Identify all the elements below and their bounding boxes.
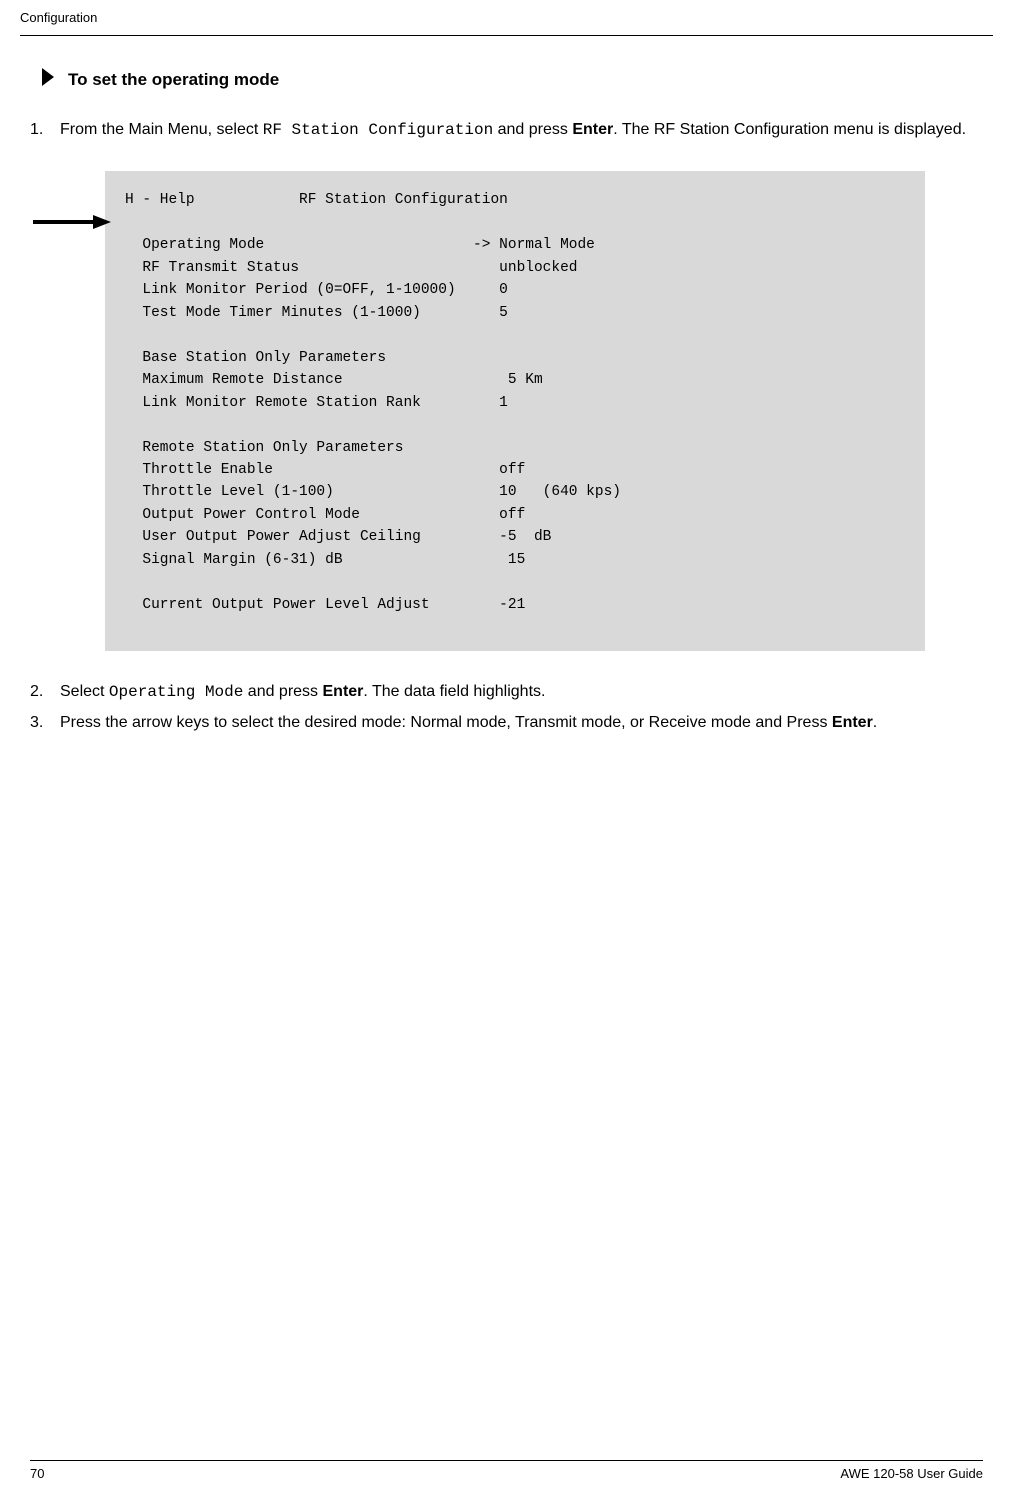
code-line: Output Power Control Mode off xyxy=(125,507,525,523)
step-number: 2. xyxy=(30,681,60,703)
code-line: Throttle Level (1-100) 10 (640 kps) xyxy=(125,484,621,500)
step-3-text-a: Press the arrow keys to select the desir… xyxy=(60,714,832,731)
code-line: Base Station Only Parameters xyxy=(125,350,386,366)
steps-list-cont: 2. Select Operating Mode and press Enter… xyxy=(30,681,983,734)
section-heading: To set the operating mode xyxy=(40,66,983,94)
step-text: From the Main Menu, select RF Station Co… xyxy=(60,119,983,141)
step-text: Select Operating Mode and press Enter. T… xyxy=(60,681,983,703)
code-line: Remote Station Only Parameters xyxy=(125,440,403,456)
step-1-text-a: From the Main Menu, select xyxy=(60,121,263,138)
code-line: Test Mode Timer Minutes (1-1000) 5 xyxy=(125,305,508,321)
steps-list: 1. From the Main Menu, select RF Station… xyxy=(30,119,983,141)
code-line: Link Monitor Remote Station Rank 1 xyxy=(125,395,508,411)
code-line: Throttle Enable off xyxy=(125,462,525,478)
footer-divider xyxy=(30,1460,983,1461)
rf-station-config-screen: H - Help RF Station Configuration Operat… xyxy=(105,171,925,651)
code-line: H - Help RF Station Configuration xyxy=(125,192,508,208)
step-3-text-b: . xyxy=(873,714,877,731)
step-2-text-c: . The data field highlights. xyxy=(363,683,545,700)
step-2-code: Operating Mode xyxy=(109,683,243,701)
code-line: User Output Power Adjust Ceiling -5 dB xyxy=(125,529,551,545)
step-1: 1. From the Main Menu, select RF Station… xyxy=(30,119,983,141)
code-line: Current Output Power Level Adjust -21 xyxy=(125,597,525,613)
guide-name: AWE 120-58 User Guide xyxy=(840,1466,983,1481)
code-line: Link Monitor Period (0=OFF, 1-10000) 0 xyxy=(125,282,508,298)
section-title: To set the operating mode xyxy=(68,70,279,90)
step-2: 2. Select Operating Mode and press Enter… xyxy=(30,681,983,703)
step-3: 3. Press the arrow keys to select the de… xyxy=(30,712,983,734)
step-2-text-a: Select xyxy=(60,683,109,700)
code-line: RF Transmit Status unblocked xyxy=(125,260,577,276)
code-line: Maximum Remote Distance 5 Km xyxy=(125,372,543,388)
step-1-text-c: . The RF Station Configuration menu is d… xyxy=(613,121,966,138)
code-block-wrapper: H - Help RF Station Configuration Operat… xyxy=(105,171,983,651)
step-number: 1. xyxy=(30,119,60,141)
step-2-text-b: and press xyxy=(243,683,322,700)
page-number: 70 xyxy=(30,1466,44,1481)
step-number: 3. xyxy=(30,712,60,734)
step-text: Press the arrow keys to select the desir… xyxy=(60,712,983,734)
step-3-bold: Enter xyxy=(832,714,873,731)
code-line: Operating Mode -> Normal Mode xyxy=(125,237,595,253)
procedure-arrow-icon xyxy=(40,66,58,94)
page-footer: 70 AWE 120-58 User Guide xyxy=(0,1460,1013,1496)
pointer-arrow-icon xyxy=(33,213,113,231)
header-section: Configuration xyxy=(20,10,97,25)
code-line: Signal Margin (6-31) dB 15 xyxy=(125,552,525,568)
step-2-bold: Enter xyxy=(323,683,364,700)
step-1-code: RF Station Configuration xyxy=(263,121,493,139)
step-1-text-b: and press xyxy=(493,121,572,138)
step-1-bold: Enter xyxy=(572,121,613,138)
